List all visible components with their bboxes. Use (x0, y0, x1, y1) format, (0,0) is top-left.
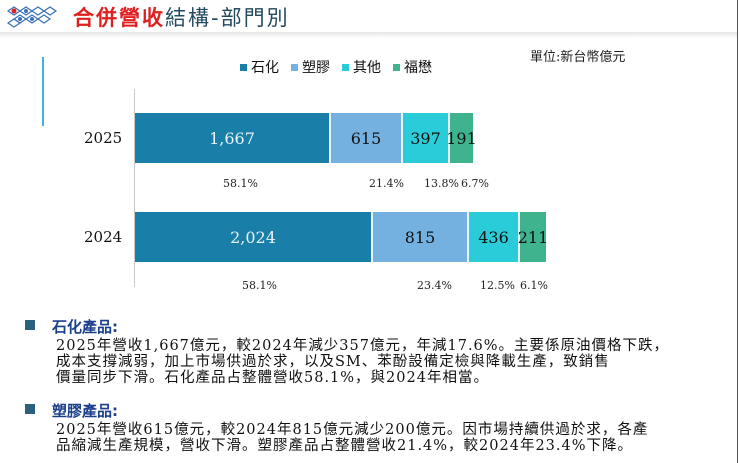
legend-swatch-icon (240, 63, 247, 71)
company-logo-icon (6, 6, 58, 28)
title-rest: 結構-部門別 (165, 6, 290, 30)
pct-label: 6.7% (461, 177, 489, 190)
pct-label: 13.8% (424, 177, 459, 190)
bar-segment-petrochem: 2,024 (135, 212, 373, 262)
section-title: 石化產品: (52, 318, 118, 336)
pct-label: 58.1% (223, 177, 258, 190)
pct-label: 23.4% (417, 279, 452, 292)
chart-legend: 石化 塑膠 其他 福懋 (240, 57, 432, 77)
legend-item-plastics: 塑膠 (291, 57, 330, 77)
legend-item-petrochem: 石化 (240, 57, 279, 77)
bar-2024: 2,024 815 436 211 (135, 212, 548, 262)
bar-segment-plastics: 815 (373, 212, 469, 262)
bar-segment-formosa-taffeta: 211 (518, 212, 548, 262)
section-body: 2025年營收1,667億元，較2024年減少357億元，年減17.6%。主要係… (56, 338, 726, 386)
bar-2025: 1,667 615 397 191 (135, 113, 477, 163)
pct-label: 12.5% (480, 279, 515, 292)
legend-label: 石化 (251, 60, 279, 76)
section-body: 2025年營收615億元，較2024年815億元減少200億元。因市場持續供過於… (56, 422, 726, 454)
pct-label: 21.4% (369, 177, 404, 190)
chart-y-axis (134, 89, 135, 287)
legend-label: 塑膠 (302, 60, 330, 76)
unit-label: 單位:新台幣億元 (530, 50, 626, 65)
pct-label: 58.1% (242, 279, 277, 292)
legend-swatch-icon (291, 63, 298, 71)
title-highlight: 合併營收 (73, 6, 165, 30)
bar-segment-formosa-taffeta: 191 (446, 113, 477, 163)
legend-label: 福懋 (404, 60, 432, 76)
body-line: 2025年營收615億元，較2024年815億元減少200億元。因市場持續供過於… (56, 422, 649, 438)
row-label-2024: 2024 (84, 228, 123, 246)
body-line: 價量同步下滑。石化產品占整體營收58.1%，與2024年相當。 (56, 370, 489, 386)
square-bullet-icon (25, 320, 35, 330)
body-line: 品縮減生產規模，營收下滑。塑膠產品占整體營收21.4%，較2024年23.4%下… (56, 438, 634, 454)
bar-segment-other: 436 (469, 212, 520, 262)
legend-label: 其他 (353, 60, 381, 76)
legend-swatch-icon (393, 63, 400, 71)
page-title: 合併營收結構-部門別 (73, 2, 290, 32)
slide-header: 合併營收結構-部門別 (0, 0, 737, 34)
legend-item-other: 其他 (342, 57, 381, 77)
bar-segment-other: 397 (403, 113, 450, 163)
body-line: 2025年營收1,667億元，較2024年減少357億元，年減17.6%。主要係… (56, 338, 670, 354)
section-title: 塑膠產品: (52, 402, 118, 420)
slide-border (737, 0, 738, 463)
legend-swatch-icon (342, 63, 349, 71)
square-bullet-icon (25, 404, 35, 414)
legend-item-formosa-taffeta: 福懋 (393, 57, 432, 77)
bar-segment-petrochem: 1,667 (135, 113, 331, 163)
body-line: 成本支撐減弱，加上市場供過於求，以及SM、苯酚設備定檢與降載生產，致銷售 (56, 354, 610, 370)
header-divider (0, 32, 737, 38)
bar-segment-plastics: 615 (331, 113, 403, 163)
pct-label: 6.1% (520, 279, 548, 292)
accent-line (42, 57, 44, 126)
row-label-2025: 2025 (84, 129, 123, 147)
